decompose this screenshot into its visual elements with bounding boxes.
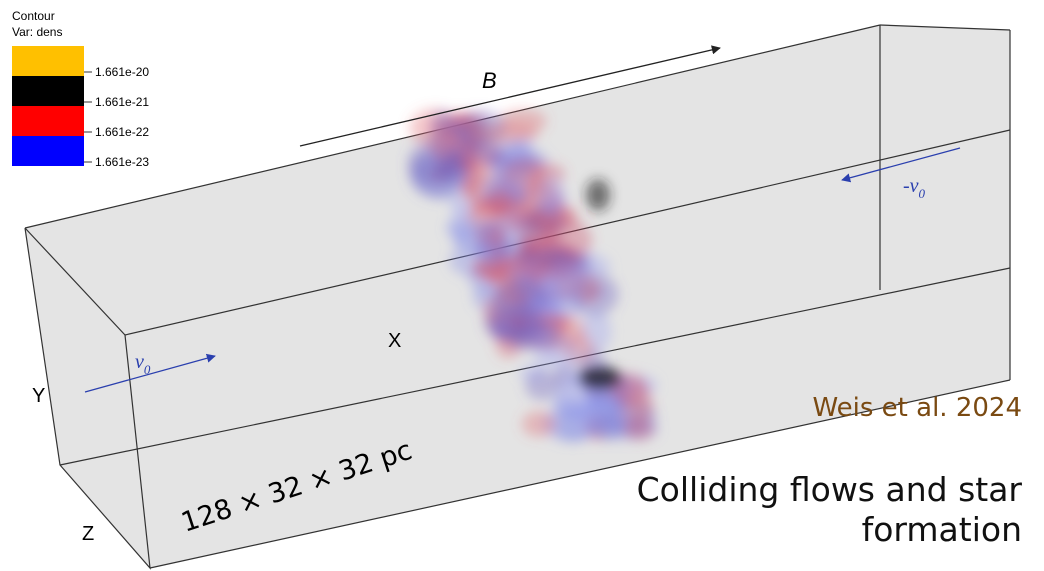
axis-y-label: Y	[32, 385, 45, 407]
legend-label: 1.661e-23	[95, 155, 149, 169]
legend-swatch	[12, 136, 84, 166]
cloud-blob	[446, 218, 496, 240]
legend-title: Contour	[12, 9, 55, 23]
axis-x-label: X	[388, 330, 401, 352]
dense-core	[578, 366, 622, 390]
slide: B X Y Z v0 -v0 128 × 32 × 32 pc Contour …	[0, 0, 1044, 571]
field-label: B	[482, 68, 497, 93]
cloud-blob	[541, 261, 587, 302]
caption: Colliding flows and star formation	[542, 470, 1022, 550]
symbol: -v	[903, 175, 919, 197]
subscript: 0	[919, 186, 926, 201]
cloud-blob	[430, 125, 454, 160]
cloud-blob	[502, 207, 525, 242]
axis-z-label: Z	[82, 523, 94, 545]
legend-swatch	[12, 46, 84, 76]
legend-swatch	[12, 76, 84, 106]
dense-core	[586, 179, 610, 211]
legend-variable: Var: dens	[12, 25, 62, 39]
citation: Weis et al. 2024	[542, 388, 1022, 428]
legend-label: 1.661e-22	[95, 125, 149, 139]
legend-label: 1.661e-21	[95, 95, 149, 109]
cloud-blob	[483, 306, 543, 339]
legend-swatch	[12, 106, 84, 136]
subscript: 0	[144, 362, 151, 377]
legend-label: 1.661e-20	[95, 65, 149, 79]
symbol: v	[135, 351, 144, 373]
legend: 1.661e-20 1.661e-21 1.661e-22 1.661e-23	[12, 46, 149, 169]
cloud-blob	[475, 124, 539, 144]
cloud-blob	[506, 260, 543, 281]
